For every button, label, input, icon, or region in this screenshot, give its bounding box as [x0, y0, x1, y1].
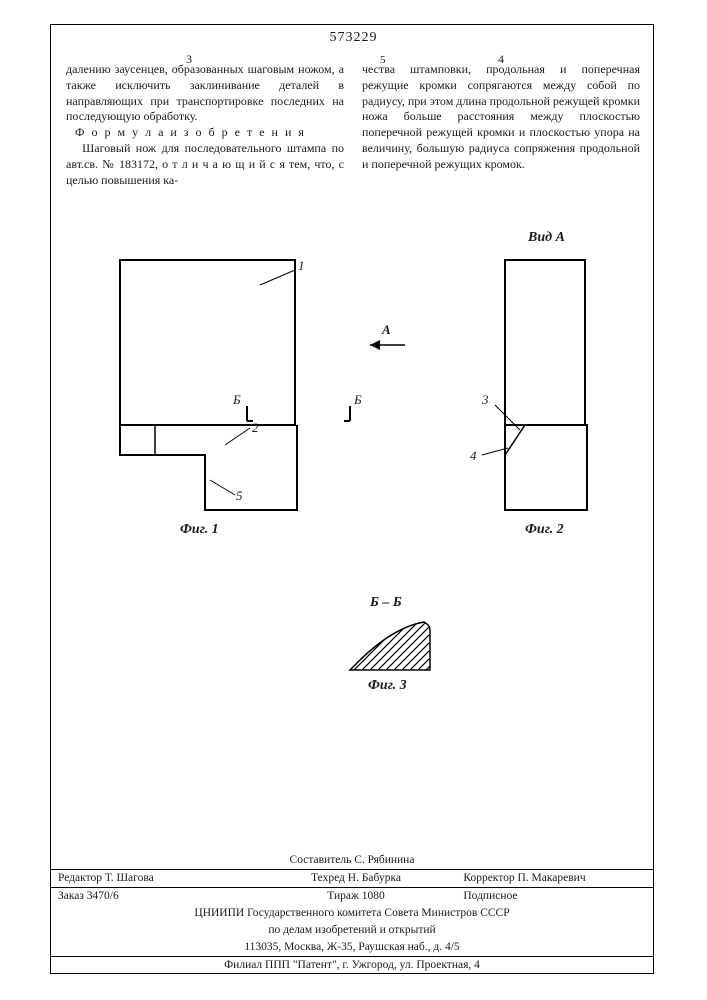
- formula-title: Ф о р м у л а и з о б р е т е н и я: [75, 125, 306, 139]
- section-bb-label: Б – Б: [370, 595, 402, 611]
- addr1: 113035, Москва, Ж-35, Раушская наб., д. …: [50, 939, 654, 956]
- arrow-a-head: [370, 340, 380, 350]
- fig2-label-3: 3: [482, 392, 489, 408]
- fig3-shape: [350, 622, 430, 670]
- org2: по делам изобретений и открытий: [50, 922, 654, 939]
- podpis: Подписное: [463, 890, 654, 902]
- right-column: чества штамповки, продольная и поперечна…: [362, 62, 640, 189]
- arrow-a-label: А: [382, 322, 391, 338]
- fig1-label-b-left: Б: [233, 392, 241, 408]
- techred: Техред Н. Бабурка: [261, 872, 452, 884]
- figures-svg: [50, 230, 654, 750]
- fig1-label-5: 5: [236, 488, 243, 504]
- fig1-label-1: 1: [298, 258, 305, 274]
- fig1-leader-5: [210, 480, 235, 495]
- fig1-notch: [120, 425, 297, 510]
- fig2-leader-3: [495, 405, 520, 430]
- fig2-caption: Фиг. 2: [525, 522, 564, 538]
- fig1-leader-1: [260, 270, 295, 285]
- fig3-caption: Фиг. 3: [368, 678, 407, 694]
- order: Заказ 3470/6: [50, 890, 249, 902]
- footer-block: Составитель С. Рябинина Редактор Т. Шаго…: [50, 852, 654, 974]
- view-a-label: Вид А: [528, 230, 565, 246]
- fig1-caption: Фиг. 1: [180, 522, 219, 538]
- left-p2: Шаговый нож для последовательного штампа…: [66, 141, 344, 187]
- fig2-label-4: 4: [470, 448, 477, 464]
- left-p1: далению заусенцев, образованных шаговым …: [66, 62, 344, 123]
- corrector: Корректор П. Макаревич: [463, 872, 654, 884]
- right-p1: чества штамповки, продольная и поперечна…: [362, 62, 640, 171]
- figures-area: 1 2 5 Б Б А 3 4 Фиг. 1 Фиг. 2 Вид А Б – …: [50, 230, 654, 750]
- editor: Редактор Т. Шагова: [50, 872, 249, 884]
- addr2: Филиал ППП "Патент", г. Ужгород, ул. Про…: [50, 959, 654, 971]
- left-column: далению заусенцев, образованных шаговым …: [66, 62, 344, 189]
- fig1-label-2: 2: [252, 420, 259, 436]
- fig1-leader-2: [225, 428, 250, 445]
- fig2-diag: [505, 425, 525, 455]
- fig1-body: [120, 260, 295, 425]
- patent-number: 573229: [0, 30, 707, 46]
- compiler: Составитель С. Рябинина: [290, 854, 415, 866]
- fig1-label-b-right: Б: [354, 392, 362, 408]
- tirazh: Тираж 1080: [261, 890, 452, 902]
- fig2-body: [505, 260, 585, 425]
- text-columns: далению заусенцев, образованных шаговым …: [66, 62, 640, 189]
- org1: ЦНИИПИ Государственного комитета Совета …: [50, 905, 654, 922]
